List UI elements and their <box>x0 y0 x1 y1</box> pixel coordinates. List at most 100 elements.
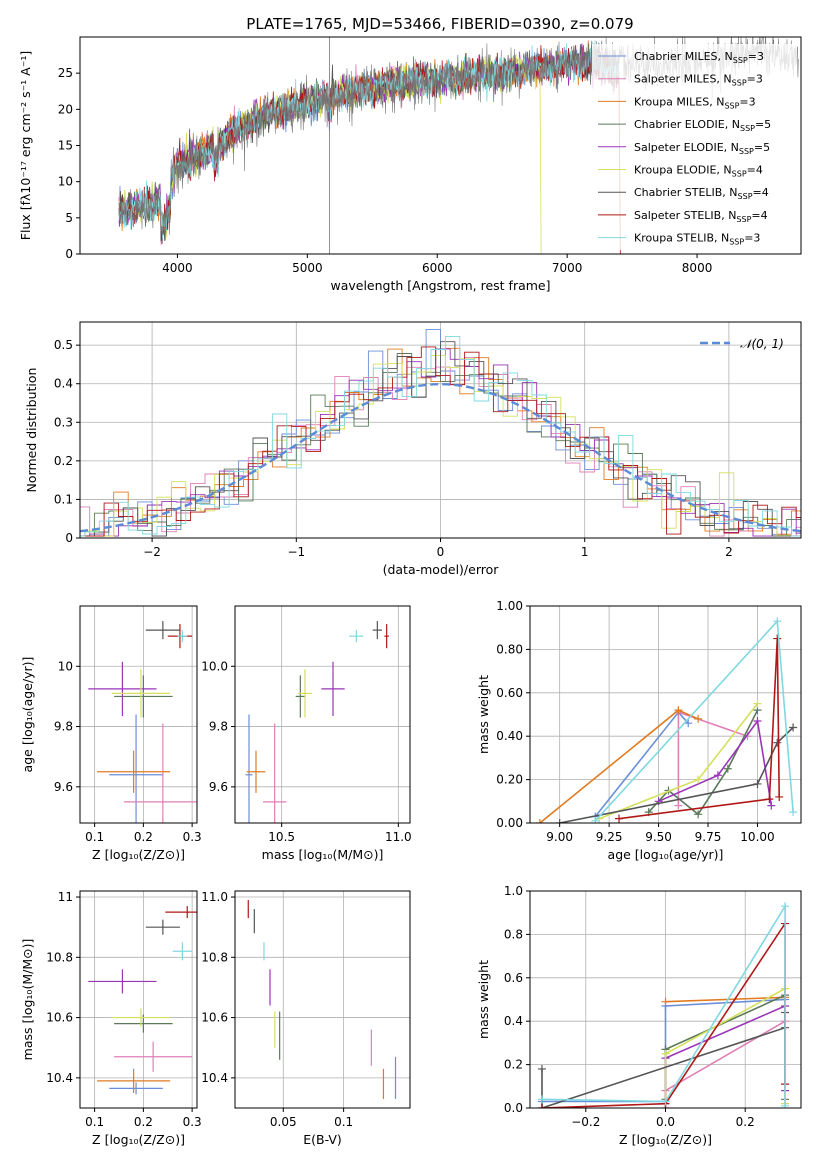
x-tick-label: 10.00 <box>740 830 774 844</box>
weight-line <box>658 718 773 806</box>
weight-line <box>541 1012 786 1108</box>
y-tick-label: 0.00 <box>496 816 523 830</box>
y-tick-label: 10.6 <box>201 1011 228 1025</box>
legend-entry: Chabrier STELIB, NSSP=4 <box>634 186 769 201</box>
residual-histogram <box>80 328 801 538</box>
y-tick-label: 25 <box>58 66 73 80</box>
weight-line <box>541 903 786 1106</box>
weight-marker <box>661 1097 670 1106</box>
plot-area-residuals <box>80 328 801 538</box>
legend-entry: Salpeter ELODIE, NSSP=5 <box>634 141 770 156</box>
legend: 𝒩(0, 1) <box>700 337 784 351</box>
weight-marker <box>537 1064 546 1073</box>
x-tick-label: 0.2 <box>134 830 153 844</box>
plot-area-age_vs_Z <box>88 621 197 823</box>
y-tick-label: 10.8 <box>201 950 228 964</box>
x-tick-label: 0.2 <box>736 1115 755 1129</box>
y-tick-label: 1.0 <box>504 884 523 898</box>
x-axis-label: age [log₁₀(age/yr)] <box>608 847 724 862</box>
x-tick-label: 4000 <box>162 261 193 275</box>
y-tick-label: 10.8 <box>46 950 73 964</box>
x-tick-label: 8000 <box>682 261 713 275</box>
y-axis-label: mass weight <box>476 675 491 754</box>
weight-marker <box>684 719 693 728</box>
weight-marker <box>781 902 790 911</box>
weight-line <box>559 726 794 823</box>
y-tick-label: 11.0 <box>201 890 228 904</box>
y-tick-label: 10.4 <box>201 1071 228 1085</box>
axes-frame <box>529 605 802 824</box>
weight-marker <box>713 771 722 780</box>
x-tick-label: 9.25 <box>596 830 623 844</box>
y-tick-label: 0.60 <box>496 686 523 700</box>
y-tick-label: 9.8 <box>54 720 73 734</box>
y-axis-label: mass [log₁₀(M/M⊙)] <box>20 939 35 1061</box>
y-axis-label: age [log₁₀(age/yr)] <box>20 657 35 773</box>
x-tick-label: 0.1 <box>85 1115 104 1129</box>
y-tick-label: 10.6 <box>46 1011 73 1025</box>
weight-marker <box>765 795 774 804</box>
weight-marker <box>535 819 544 823</box>
residual-histogram <box>80 335 801 537</box>
x-tick-label: 11.0 <box>385 830 412 844</box>
y-tick-label: 0.5 <box>54 338 73 352</box>
y-tick-label: 0.6 <box>504 971 523 985</box>
y-tick-label: 10 <box>58 659 73 673</box>
y-tick-label: 0.2 <box>54 454 73 468</box>
y-tick-label: 0.40 <box>496 729 523 743</box>
weight-marker <box>615 814 624 823</box>
x-tick-label: 2 <box>725 545 733 559</box>
panel-spectrum: 4000 5000 6000 7000 8000 0 5 10 15 20 25 wavelength… <box>18 36 802 293</box>
panel-weight_vs_age: 9.00 9.25 9.50 9.75 10.00 0.00 0.20 0.40 0.60 0.8… <box>476 599 802 862</box>
x-tick-label: 5000 <box>292 261 323 275</box>
y-tick-label: 0.3 <box>54 415 73 429</box>
plot-area-age_vs_mass <box>245 621 389 823</box>
x-tick-label: 0.1 <box>85 830 104 844</box>
weight-marker <box>674 801 683 810</box>
x-tick-label: 7000 <box>552 261 583 275</box>
normal-curve <box>80 382 801 533</box>
y-tick-label: 0.2 <box>504 1058 523 1072</box>
weight-marker <box>753 779 762 788</box>
legend-entry: Kroupa STELIB, NSSP=3 <box>634 232 760 247</box>
weight-marker <box>674 706 683 715</box>
axes-frame <box>79 605 198 824</box>
legend-entry: Chabrier ELODIE, NSSP=5 <box>634 118 771 133</box>
x-tick-label: −0.2 <box>571 1115 600 1129</box>
x-axis-label: mass [log₁₀(M/M⊙)] <box>262 847 384 862</box>
weight-marker <box>723 764 732 773</box>
x-tick-label: −1 <box>287 545 305 559</box>
residual-histogram <box>80 355 801 537</box>
weight-marker <box>661 1049 670 1058</box>
legend-entry: Chabrier MILES, NSSP=3 <box>634 50 764 65</box>
weight-line <box>541 920 786 1108</box>
y-tick-label: 15 <box>58 139 73 153</box>
weight-line <box>594 619 794 822</box>
x-tick-label: 0.3 <box>183 830 202 844</box>
x-axis-label: E(B-V) <box>303 1132 342 1147</box>
x-tick-label: 6000 <box>422 261 453 275</box>
panel-mass_vs_Z: 0.1 0.2 0.3 10.4 10.6 10.8 11 Z [log₁₀(Z/Z⊙)] ma… <box>20 890 202 1147</box>
y-axis-label: Normed distribution <box>24 368 39 493</box>
weight-marker <box>781 1101 790 1108</box>
x-tick-label: 0 <box>437 545 445 559</box>
x-tick-label: 0.0 <box>656 1115 675 1129</box>
y-tick-label: 1.00 <box>496 599 523 613</box>
legend-entry: Salpeter STELIB, NSSP=4 <box>634 209 768 224</box>
weight-marker <box>773 738 782 747</box>
legend-entry: Salpeter MILES, NSSP=3 <box>634 73 763 88</box>
weight-marker <box>694 714 703 723</box>
axes-frame <box>234 605 411 824</box>
weight-marker <box>773 617 782 626</box>
y-tick-label: 10.4 <box>46 1071 73 1085</box>
weight-marker <box>767 801 776 810</box>
x-axis-label: wavelength [Angstrom, rest frame] <box>330 278 550 293</box>
legend: Chabrier MILES, NSSP=3 Salpeter MILES, NS… <box>592 44 797 250</box>
figure-title: PLATE=1765, MJD=53466, FIBERID=0390, z=0… <box>246 15 633 33</box>
x-tick-label: 10.5 <box>268 830 295 844</box>
y-tick-label: 0.8 <box>504 927 523 941</box>
weight-marker <box>537 1095 546 1104</box>
y-tick-label: 0.0 <box>504 1101 523 1115</box>
y-tick-label: 10.0 <box>201 659 228 673</box>
residual-histogram <box>80 348 801 537</box>
